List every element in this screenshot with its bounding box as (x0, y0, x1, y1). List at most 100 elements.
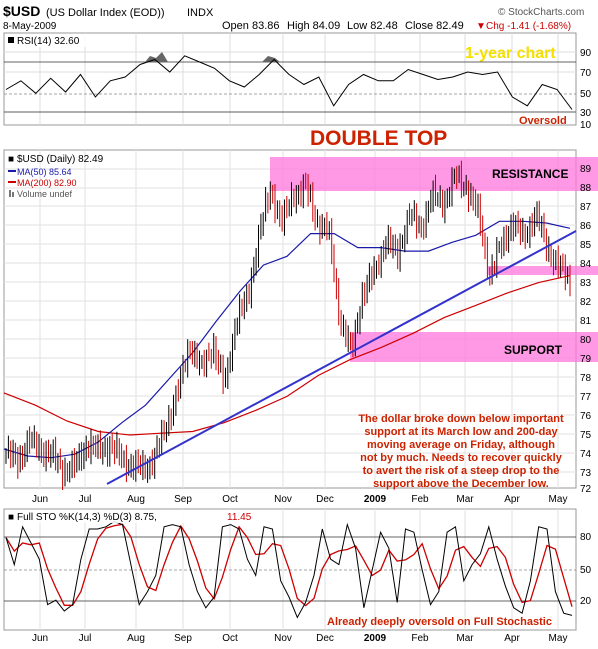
rsi-tick-50: 50 (580, 89, 592, 100)
sto-k-line (5, 520, 573, 619)
price-tick-79: 79 (580, 354, 592, 365)
ma200-line (3, 275, 571, 436)
commentary-line-2: support at its March low and 200-day (364, 426, 558, 438)
sto-label-d: 11.45 (227, 512, 252, 523)
sto-x-label-feb: Feb (411, 633, 429, 644)
sto-note: Already deeply oversold on Full Stochast… (327, 616, 552, 628)
sto-x-label-aug: Aug (127, 633, 145, 644)
index-name-text: (US Dollar Index (EOD)) (46, 7, 165, 19)
legend-symbol: $USD (Daily) 82.49 (17, 154, 104, 165)
price-tick-84: 84 (580, 259, 592, 270)
sto-legend-bullet-icon: ■ (8, 512, 14, 523)
price-tick-75: 75 (580, 430, 592, 441)
sto-label: Full STO %K(14,3) %D(3) 8.75, (17, 512, 157, 523)
commentary-line-4: not by much. Needs to recover quickly (360, 452, 563, 464)
symbol-text: $USD (3, 3, 40, 19)
support-zone (350, 332, 598, 362)
price-tick-76: 76 (580, 411, 592, 422)
sto-x-label-mar: Mar (456, 633, 474, 644)
commentary-line-1: The dollar broke down below important (358, 413, 564, 425)
price-panel: RESISTANCE SUPPORT ■ $USD (Daily) 82.49 … (3, 127, 598, 505)
sto-y-axis: 80 50 20 (580, 532, 592, 607)
sto-x-label-2009: 2009 (364, 633, 387, 644)
price-tick-88: 88 (580, 183, 592, 194)
resistance-label: RESISTANCE (492, 167, 568, 181)
sto-tick-80: 80 (580, 532, 592, 543)
uptrend-line (106, 230, 577, 485)
x-label-aug: Aug (127, 494, 145, 505)
price-tick-78: 78 (580, 373, 592, 384)
rsi-line (5, 55, 573, 110)
stochastic-panel-frame (3, 508, 577, 631)
sto-tick-20: 20 (580, 596, 592, 607)
x-label-may: May (549, 494, 568, 505)
rsi-legend-swatch (8, 37, 14, 43)
stochastic-panel: ■ Full STO %K(14,3) %D(3) 8.75, 11.45 Al… (3, 508, 592, 644)
rsi-label-bg (5, 34, 103, 47)
sto-tick-50: 50 (580, 565, 592, 576)
one-year-chart-badge: 1-year chart (465, 45, 556, 62)
legend-volume-swatch (9, 190, 11, 197)
x-label-2009: 2009 (364, 494, 387, 505)
sto-label-bg (5, 510, 257, 523)
exchange-text: INDX (187, 7, 214, 19)
stochastic-gridlines (39, 509, 559, 630)
sto-x-label-may: May (549, 633, 568, 644)
price-tick-73: 73 (580, 468, 592, 479)
rsi-panel: RSI(14) 32.60 1-year chart Oversold 90 7… (3, 32, 592, 131)
rsi-gridlines (4, 33, 576, 125)
price-tick-80: 80 (580, 335, 592, 346)
rsi-tick-70: 70 (580, 68, 592, 79)
sto-x-label-jul: Jul (79, 633, 92, 644)
price-tick-81: 81 (580, 316, 592, 327)
sto-x-label-dec: Dec (316, 633, 334, 644)
rsi-label: RSI(14) 32.60 (17, 36, 80, 47)
date-text: 8-May-2009 (3, 21, 57, 32)
commentary-line-6: support above the December low. (373, 478, 549, 490)
march-low-zone (488, 266, 598, 275)
commentary-line-5: to avert the risk of a steep drop to the (363, 465, 560, 477)
resistance-zone (270, 157, 598, 191)
chart-header: $USD (US Dollar Index (EOD)) INDX © Stoc… (3, 3, 584, 32)
open-text: Open 83.86 (222, 20, 280, 32)
legend-ma200: MA(200) 82.90 (17, 178, 77, 188)
legend-bullet-icon: ■ (8, 154, 14, 165)
price-tick-87: 87 (580, 202, 592, 213)
high-text: High 84.09 (287, 20, 340, 32)
x-label-apr: Apr (504, 494, 520, 505)
sto-d-line (5, 523, 573, 607)
x-label-feb: Feb (411, 494, 429, 505)
rsi-tick-10: 10 (580, 120, 592, 131)
legend-volume: Volume undef (17, 189, 73, 199)
rsi-tick-90: 90 (580, 48, 592, 59)
x-label-oct: Oct (222, 494, 238, 505)
rsi-tick-30: 30 (580, 108, 592, 119)
price-tick-82: 82 (580, 297, 592, 308)
sto-x-axis: Jun Jul Aug Sep Oct Nov Dec 2009 Feb Mar… (32, 633, 568, 644)
change-arrow-icon: ▼ (476, 21, 486, 32)
sto-x-label-nov: Nov (274, 633, 292, 644)
x-label-jun: Jun (32, 494, 48, 505)
price-tick-77: 77 (580, 392, 592, 403)
price-bars (5, 160, 571, 490)
price-tick-89: 89 (580, 164, 592, 175)
double-top-annotation: DOUBLE TOP (310, 127, 447, 150)
price-legend: ■ $USD (Daily) 82.49 MA(50) 85.64 MA(200… (8, 154, 104, 199)
sto-x-label-oct: Oct (222, 633, 238, 644)
rsi-panel-frame (3, 32, 577, 126)
change-text: Chg -1.41 (-1.68%) (486, 21, 571, 32)
commentary-text: The dollar broke down below important su… (358, 413, 564, 490)
close-text: Close 82.49 (405, 20, 464, 32)
low-text: Low 82.48 (347, 20, 398, 32)
rsi-oversold-note: Oversold (519, 115, 567, 127)
price-tick-86: 86 (580, 221, 592, 232)
commentary-line-3: moving average on Friday, although (367, 439, 555, 451)
price-tick-83: 83 (580, 278, 592, 289)
price-tick-72: 72 (580, 484, 592, 495)
legend-ma50: MA(50) 85.64 (17, 167, 72, 177)
sto-x-label-apr: Apr (504, 633, 520, 644)
price-tick-85: 85 (580, 240, 592, 251)
copyright-text: © StockCharts.com (498, 7, 584, 18)
sto-x-label-sep: Sep (174, 633, 192, 644)
